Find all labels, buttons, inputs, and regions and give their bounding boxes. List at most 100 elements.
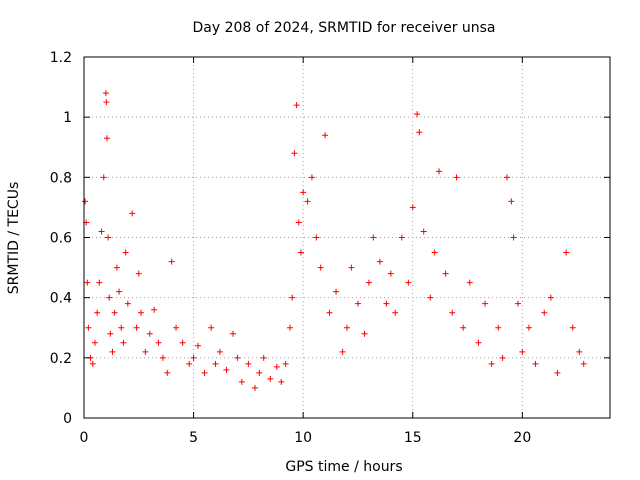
data-point	[344, 324, 350, 331]
data-point	[442, 270, 449, 277]
data-point	[216, 348, 223, 355]
data-point	[405, 279, 412, 286]
data-point	[466, 279, 473, 286]
data-point	[295, 219, 302, 226]
data-point	[278, 378, 285, 385]
data-point	[519, 348, 526, 355]
y-tick-label: 0.2	[50, 351, 72, 367]
x-tick-label: 15	[404, 430, 422, 446]
data-point	[234, 354, 241, 361]
data-point	[173, 324, 180, 331]
data-point	[525, 324, 532, 331]
data-point	[103, 99, 110, 106]
y-tick-label: 0.8	[50, 170, 72, 186]
data-point	[111, 309, 118, 316]
y-tick-label: 0	[63, 411, 72, 427]
data-point	[370, 234, 377, 241]
x-tick-label: 5	[189, 430, 198, 446]
data-point	[94, 309, 101, 316]
data-point	[100, 174, 107, 181]
axis-ticks: 0 0.2 0.4 0.6 0.8 1 1.2 0 5 10 15 20	[50, 50, 610, 446]
data-point	[436, 168, 443, 175]
data-point	[326, 309, 333, 316]
data-point	[291, 150, 298, 157]
data-point	[317, 264, 324, 271]
data-point	[107, 330, 114, 337]
data-point	[354, 300, 361, 307]
y-tick-label: 0.4	[50, 291, 72, 307]
data-point	[482, 300, 489, 307]
data-point	[313, 234, 320, 241]
data-point	[554, 369, 561, 376]
data-point	[427, 294, 434, 301]
data-point	[164, 369, 171, 376]
data-point	[541, 309, 548, 316]
data-point	[89, 360, 96, 367]
data-point	[98, 228, 105, 235]
x-tick-label: 10	[294, 430, 312, 446]
data-point	[414, 111, 421, 118]
y-axis-label: SRMTID / TECUs	[6, 182, 22, 295]
data-point	[304, 198, 311, 205]
data-point	[293, 102, 300, 109]
data-point	[129, 210, 136, 217]
data-point	[547, 294, 554, 301]
data-point	[460, 324, 467, 331]
data-point	[289, 294, 296, 301]
data-point	[120, 339, 127, 346]
data-point	[514, 300, 521, 307]
data-point	[146, 330, 153, 337]
data-point	[151, 306, 158, 313]
data-point	[142, 348, 149, 355]
data-point	[563, 249, 570, 256]
data-point	[179, 339, 186, 346]
data-point	[113, 264, 120, 271]
data-point	[84, 279, 91, 286]
data-point	[212, 360, 219, 367]
data-point	[273, 363, 280, 370]
data-point	[376, 258, 383, 265]
data-point	[155, 339, 162, 346]
y-tick-label: 1	[63, 110, 72, 126]
data-point	[449, 309, 456, 316]
data-point	[508, 198, 515, 205]
data-point	[82, 198, 89, 205]
data-point	[392, 309, 399, 316]
data-point	[85, 324, 92, 331]
data-point	[186, 360, 193, 367]
data-point	[208, 324, 215, 331]
data-point	[398, 234, 405, 241]
data-point	[383, 300, 390, 307]
data-point	[453, 174, 460, 181]
data-point	[499, 354, 506, 361]
data-point	[201, 369, 208, 376]
data-point	[431, 249, 438, 256]
data-point	[300, 189, 307, 196]
data-point	[135, 270, 142, 277]
data-point	[223, 366, 230, 373]
data-point	[282, 360, 289, 367]
data-point	[267, 375, 274, 382]
data-point	[420, 228, 427, 235]
data-point	[308, 174, 315, 181]
data-point	[106, 294, 113, 301]
data-point	[159, 354, 166, 361]
data-point	[297, 249, 304, 256]
data-point	[409, 204, 416, 211]
chart-title: Day 208 of 2024, SRMTID for receiver uns…	[192, 20, 495, 36]
data-point	[348, 264, 355, 271]
data-point	[238, 378, 245, 385]
y-tick-label: 0.6	[50, 231, 72, 247]
data-point	[260, 354, 267, 361]
data-point	[190, 354, 197, 361]
data-point	[580, 360, 587, 367]
data-points	[82, 90, 587, 391]
data-point	[116, 288, 123, 295]
data-point	[287, 324, 294, 331]
data-point	[245, 360, 252, 367]
data-point	[105, 234, 112, 241]
data-point	[194, 342, 201, 349]
data-point	[256, 369, 263, 376]
data-point	[168, 258, 175, 265]
data-point	[251, 384, 258, 391]
